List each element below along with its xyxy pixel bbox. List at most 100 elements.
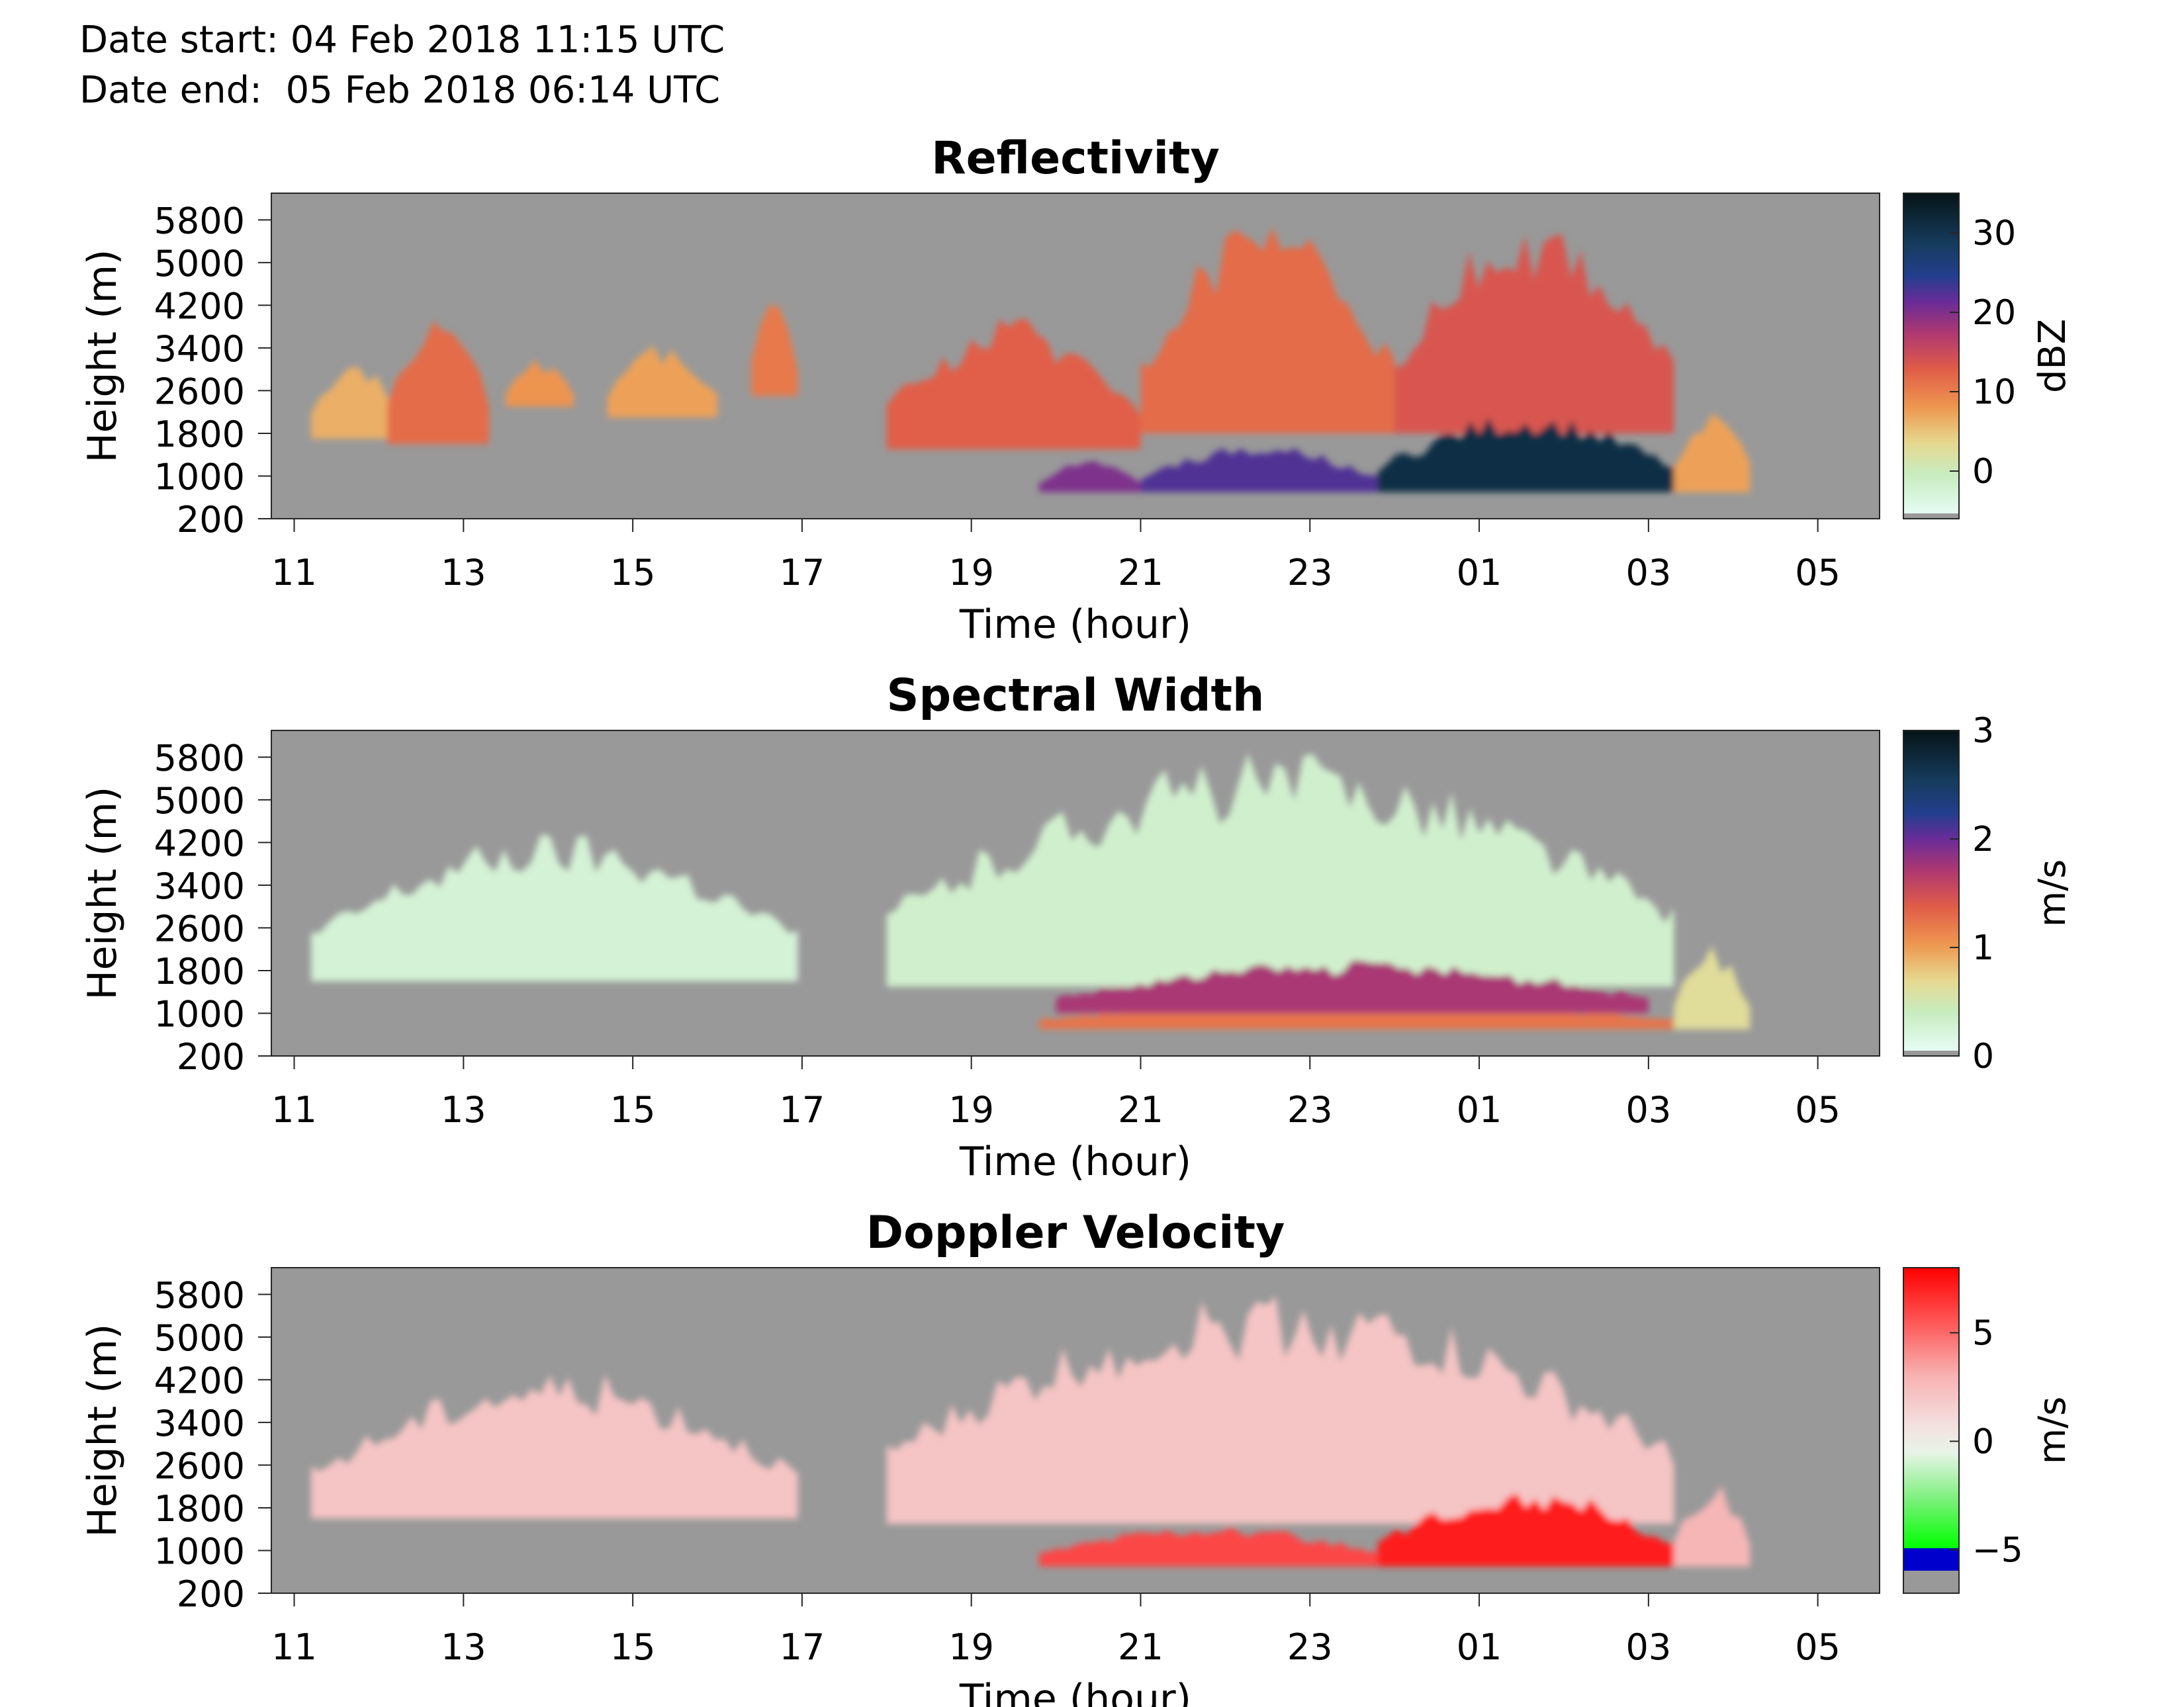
panel-title: Doppler Velocity	[866, 1207, 1285, 1259]
x-axis-label: Time (hour)	[959, 601, 1191, 648]
x-tick-label: 03	[1625, 1089, 1671, 1131]
x-axis-label: Time (hour)	[959, 1676, 1191, 1707]
y-tick-label: 1800	[154, 1488, 245, 1530]
plot-frame	[271, 730, 1880, 1057]
x-tick-label: 15	[610, 1626, 656, 1668]
y-tick-label: 5000	[154, 243, 245, 284]
colorbar-tick-label: 10	[1972, 372, 2016, 412]
panel-title: Reflectivity	[931, 132, 1220, 185]
colorbar-segment	[1903, 513, 1959, 519]
echo-layer	[311, 227, 1751, 492]
x-tick-label: 03	[1625, 552, 1671, 593]
colorbar-tick-label: 0	[1972, 1422, 1994, 1462]
echo-region	[1140, 227, 1395, 433]
colorbar-frame	[1903, 193, 1960, 519]
x-tick-label: 05	[1795, 1626, 1841, 1668]
x-tick-label: 05	[1795, 1089, 1841, 1131]
x-tick-label: 13	[441, 1626, 486, 1668]
x-tick-label: 01	[1457, 552, 1502, 593]
x-tick-label: 21	[1118, 1626, 1163, 1668]
y-tick-label: 200	[177, 1573, 245, 1615]
y-tick-label: 5000	[154, 780, 245, 822]
echo-region	[1377, 1493, 1674, 1567]
colorbar-frame	[1903, 730, 1960, 1057]
colorbar-tick-label: 0	[1972, 452, 1994, 492]
x-tick-label: 15	[610, 1089, 656, 1131]
x-axis-label: Time (hour)	[959, 1139, 1191, 1185]
x-tick-label: 01	[1457, 1626, 1502, 1668]
y-tick-label: 3400	[154, 1403, 245, 1444]
colorbar-tick-label: 30	[1972, 214, 2016, 253]
echo-region	[886, 1296, 1674, 1524]
colorbar-gradient	[1903, 193, 1959, 513]
colorbar-tick-label: 20	[1972, 293, 2016, 333]
echo-region	[1377, 417, 1674, 492]
echo-region	[1674, 414, 1751, 492]
colorbar-tick-label: 1	[1972, 928, 1994, 968]
echo-region	[506, 360, 574, 407]
y-tick-label: 5800	[154, 1274, 245, 1316]
colorbar-tick-label: 0	[1972, 1037, 1994, 1076]
y-tick-label: 1800	[154, 414, 245, 455]
y-tick-label: 3400	[154, 865, 245, 907]
y-tick-label: 4200	[154, 1360, 245, 1401]
colorbar-segment	[1903, 1051, 1959, 1056]
echo-region	[311, 367, 396, 439]
y-axis-label: Height (m)	[79, 787, 126, 1000]
y-tick-label: 5000	[154, 1317, 245, 1359]
colorbar-tick-label: 3	[1972, 711, 1994, 751]
x-tick-label: 03	[1625, 1626, 1671, 1668]
colorbar-tick-label: 5	[1972, 1313, 1994, 1353]
plot-frame	[271, 1267, 1880, 1594]
x-tick-label: 11	[271, 1626, 317, 1668]
echo-layer	[311, 753, 1751, 1029]
x-tick-label: 23	[1287, 1089, 1333, 1131]
colorbar-segment	[1903, 1548, 1959, 1571]
echo-region	[1039, 460, 1141, 492]
x-tick-label: 15	[610, 552, 656, 593]
date-end-text: Date end: 05 Feb 2018 06:14 UTC	[79, 69, 721, 112]
colorbar-tick-label: −5	[1972, 1530, 2023, 1570]
x-tick-label: 23	[1287, 1626, 1333, 1668]
y-axis-label: Height (m)	[79, 1324, 126, 1538]
echo-region	[1394, 234, 1674, 433]
echo-region	[1056, 960, 1649, 1014]
colorbar-gradient	[1903, 1268, 1959, 1548]
panel-title: Spectral Width	[887, 670, 1265, 722]
echo-region	[886, 753, 1674, 987]
echo-layer	[311, 1296, 1751, 1567]
y-axis-label: Height (m)	[79, 249, 126, 463]
colorbar-tick-label: 2	[1972, 820, 1994, 859]
y-tick-label: 3400	[154, 328, 245, 370]
x-tick-label: 17	[780, 1089, 825, 1131]
y-tick-label: 1000	[154, 456, 245, 498]
y-tick-label: 1000	[154, 993, 245, 1035]
echo-region	[387, 321, 489, 445]
x-tick-label: 19	[948, 552, 994, 593]
x-tick-label: 01	[1457, 1089, 1502, 1131]
x-tick-label: 17	[780, 552, 825, 593]
colorbar-label: m/s	[2031, 859, 2074, 928]
colorbar-frame	[1903, 1267, 1960, 1594]
y-tick-label: 1800	[154, 951, 245, 992]
x-tick-label: 23	[1287, 552, 1333, 593]
echo-region	[751, 304, 798, 396]
y-tick-label: 5800	[154, 737, 245, 779]
echo-region	[607, 346, 717, 417]
x-tick-label: 17	[780, 1626, 825, 1668]
y-tick-label: 2600	[154, 371, 245, 412]
y-tick-label: 5800	[154, 200, 245, 241]
y-tick-label: 4200	[154, 285, 245, 327]
echo-region	[886, 318, 1141, 450]
x-tick-label: 13	[441, 552, 486, 593]
echo-region	[1674, 945, 1751, 1029]
y-tick-label: 200	[177, 1036, 245, 1078]
echo-region	[1674, 1485, 1751, 1567]
echo-region	[1140, 448, 1378, 492]
echo-region	[311, 834, 798, 982]
plot-frame	[271, 193, 1880, 519]
